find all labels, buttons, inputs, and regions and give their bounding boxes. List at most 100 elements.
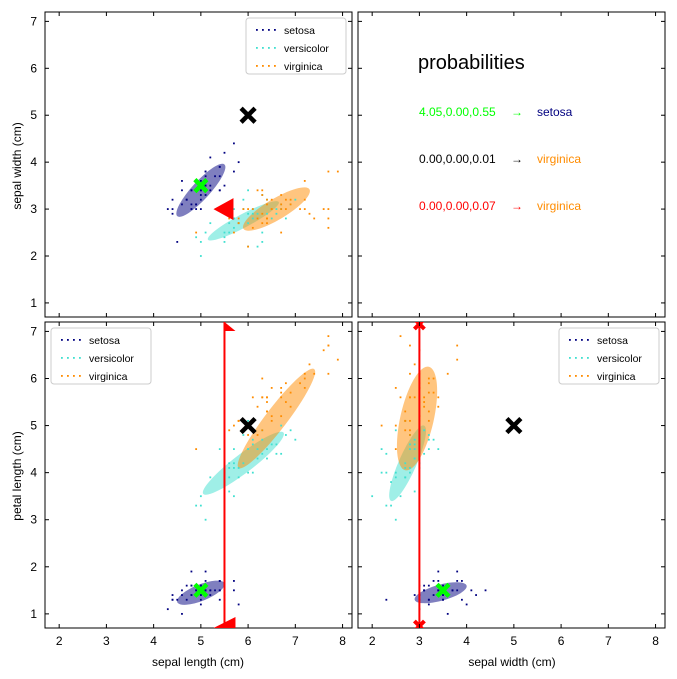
point-setosa	[470, 589, 473, 592]
point-virginica	[280, 194, 283, 196]
point-versicolor	[199, 495, 202, 498]
point-virginica	[256, 434, 259, 436]
x-tick-label: 2	[56, 634, 63, 648]
point-virginica	[409, 372, 411, 375]
panels-layer: 1 2 3 4 5 6 7 setosa versicolor virginica 2 3 4 5 6 7 8 1…	[30, 11, 666, 648]
legend-marker-versicolor	[274, 47, 276, 49]
legend-marker-setosa	[581, 339, 583, 341]
point-virginica	[327, 372, 330, 375]
point-virginica	[336, 358, 339, 361]
point-setosa	[214, 589, 216, 592]
black-x-marker	[239, 416, 257, 435]
point-setosa	[456, 589, 459, 592]
x-axis-label-right: sepal width (cm)	[468, 655, 555, 669]
point-setosa	[171, 594, 174, 596]
point-versicolor	[233, 467, 235, 469]
point-versicolor	[223, 236, 226, 239]
point-virginica	[233, 424, 235, 427]
point-versicolor	[209, 222, 212, 225]
point-virginica	[256, 217, 259, 220]
red-triangle-marker	[213, 198, 234, 221]
point-virginica	[303, 180, 306, 182]
point-versicolor	[247, 189, 249, 192]
point-versicolor	[409, 471, 411, 474]
point-setosa	[461, 580, 463, 582]
point-virginica	[266, 203, 268, 206]
point-versicolor	[380, 471, 383, 474]
point-virginica	[266, 198, 268, 201]
x-tick-label: 2	[369, 634, 376, 648]
point-versicolor	[394, 471, 397, 474]
point-virginica	[409, 434, 411, 436]
point-setosa	[204, 570, 207, 573]
point-virginica	[256, 189, 259, 192]
point-versicolor	[228, 490, 231, 493]
legend: setosa versicolor virginica	[245, 17, 347, 75]
point-setosa	[427, 598, 430, 601]
point-versicolor	[413, 490, 416, 493]
point-versicolor	[385, 504, 388, 507]
x-tick-label: 5	[198, 634, 205, 648]
point-setosa	[218, 589, 221, 592]
point-virginica	[303, 387, 306, 389]
point-versicolor	[228, 476, 231, 479]
point-virginica	[237, 419, 240, 422]
point-setosa	[181, 189, 183, 192]
point-virginica	[327, 208, 330, 210]
point-versicolor	[404, 462, 407, 465]
legend-marker-versicolor	[268, 47, 270, 49]
point-virginica	[270, 415, 273, 418]
point-virginica	[261, 194, 264, 196]
point-virginica	[409, 396, 411, 399]
y-tick-label: 7	[30, 14, 37, 28]
point-virginica	[427, 382, 430, 385]
probability-row-2-arrow: →	[511, 152, 523, 166]
point-virginica	[261, 429, 264, 432]
point-versicolor	[275, 443, 278, 446]
point-virginica	[322, 208, 325, 210]
point-setosa	[185, 598, 188, 601]
point-setosa	[456, 570, 459, 573]
legend-marker-setosa	[274, 29, 276, 31]
point-versicolor	[409, 467, 411, 469]
y-tick-label: 7	[30, 324, 37, 338]
point-versicolor	[385, 471, 388, 474]
x-tick-label: 4	[150, 634, 157, 648]
point-versicolor	[409, 448, 411, 451]
legend-marker-virginica	[73, 375, 75, 377]
panel-sepal-length-vs-sepal-width: 1 2 3 4 5 6 7 setosa versicolor virginica	[30, 11, 353, 318]
point-setosa	[190, 203, 193, 206]
legend-marker-versicolor	[61, 357, 63, 359]
point-virginica	[413, 396, 416, 399]
point-versicolor	[261, 452, 264, 455]
point-setosa	[423, 589, 426, 592]
legend-marker-virginica	[581, 375, 583, 377]
point-setosa	[218, 598, 221, 601]
black-x-marker	[239, 106, 257, 124]
point-versicolor	[270, 443, 273, 446]
point-versicolor	[233, 208, 235, 210]
point-virginica	[327, 335, 330, 338]
probabilities-panel: probabilities 4.05,0.00,0.55 → setosa 0.…	[418, 52, 581, 213]
point-setosa	[190, 208, 193, 210]
point-setosa	[237, 161, 240, 164]
point-versicolor	[413, 457, 416, 460]
x-tick-label: 8	[652, 634, 659, 648]
probability-row-1-class: setosa	[537, 105, 573, 119]
point-versicolor	[228, 222, 231, 225]
point-virginica	[427, 410, 430, 413]
point-versicolor	[228, 462, 231, 465]
legend-label-setosa: setosa	[597, 335, 628, 347]
legend-marker-versicolor	[587, 357, 589, 359]
legend-marker-virginica	[274, 65, 276, 67]
point-virginica	[303, 208, 306, 210]
x-tick-label: 4	[463, 634, 470, 648]
y-tick-label: 1	[30, 296, 37, 310]
point-virginica	[289, 198, 292, 201]
point-setosa	[233, 142, 235, 145]
x-tick-label: 7	[605, 634, 612, 648]
point-setosa	[442, 598, 444, 601]
point-virginica	[399, 396, 402, 399]
point-setosa	[199, 189, 202, 192]
y-tick-label: 3	[30, 202, 37, 216]
